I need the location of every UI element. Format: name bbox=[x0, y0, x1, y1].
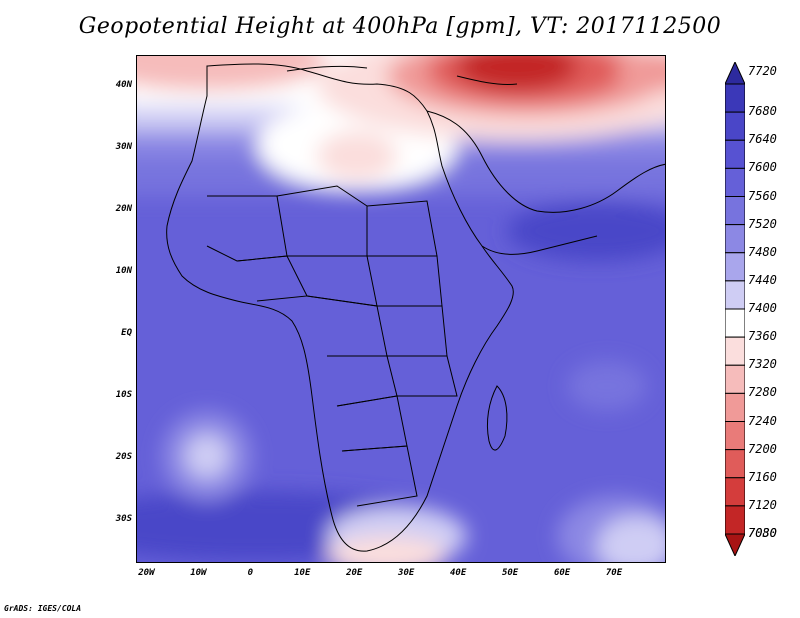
colorbar bbox=[725, 62, 745, 556]
colorbar-swatch bbox=[725, 308, 745, 338]
colorbar-label: 7240 bbox=[748, 413, 777, 428]
longitude-label: 20E bbox=[346, 568, 363, 578]
colorbar-swatch bbox=[725, 196, 745, 226]
colorbar-swatch bbox=[725, 336, 745, 366]
longitude-label: 60E bbox=[553, 568, 571, 578]
colorbar-swatch bbox=[725, 533, 745, 556]
colorbar-swatch bbox=[725, 139, 745, 169]
longitude-label: 50E bbox=[501, 568, 519, 578]
latitude-label: 10N bbox=[115, 265, 132, 276]
colorbar-swatch bbox=[725, 224, 745, 254]
latitude-label: 40N bbox=[115, 79, 132, 90]
colorbar-label: 7520 bbox=[748, 216, 777, 231]
longitude-label: 10W bbox=[190, 568, 207, 578]
latitude-label: 30S bbox=[115, 513, 132, 524]
longitude-label: 30E bbox=[398, 568, 415, 578]
colorbar-label: 7440 bbox=[748, 272, 777, 287]
map-field bbox=[137, 56, 665, 562]
colorbar-label: 7120 bbox=[748, 497, 777, 512]
colorbar-swatch bbox=[725, 421, 745, 451]
colorbar-label: 7480 bbox=[748, 244, 777, 259]
latitude-label: EQ bbox=[121, 327, 132, 338]
colorbar-label: 7400 bbox=[748, 301, 777, 315]
longitude-label: 40E bbox=[450, 568, 467, 578]
colorbar-swatch bbox=[725, 477, 745, 507]
map-title: Geopotential Height at 400hPa [gpm], VT:… bbox=[78, 14, 722, 39]
colorbar-swatch bbox=[725, 62, 745, 85]
latitude-label: 10S bbox=[115, 389, 132, 400]
longitude-label: 70E bbox=[605, 568, 623, 578]
colorbar-label: 7680 bbox=[748, 104, 777, 119]
colorbar-swatch bbox=[725, 111, 745, 141]
colorbar-swatch bbox=[725, 364, 745, 394]
colorbar-label: 7560 bbox=[748, 188, 777, 203]
colorbar-label: 7360 bbox=[748, 329, 777, 344]
longitude-label: 10E bbox=[294, 568, 311, 578]
colorbar-swatch bbox=[725, 83, 745, 113]
colorbar-label: 7600 bbox=[748, 160, 777, 175]
colorbar-label: 7030 bbox=[748, 526, 777, 540]
colorbar-swatch bbox=[725, 167, 745, 197]
colorbar-label: 7280 bbox=[748, 385, 777, 400]
longitude-label: 0 bbox=[247, 568, 254, 578]
colorbar-swatch bbox=[725, 449, 745, 479]
colorbar-label: 7720 bbox=[748, 64, 777, 78]
colorbar-label: 7640 bbox=[748, 132, 777, 147]
longitude-label: 20W bbox=[138, 568, 155, 578]
colorbar-label: 7160 bbox=[748, 469, 777, 484]
colorbar-swatch bbox=[725, 505, 745, 535]
footer-credit: GrADS: IGES/COLA bbox=[4, 604, 82, 613]
colorbar-label: 7200 bbox=[748, 441, 777, 456]
colorbar-label: 7320 bbox=[748, 357, 777, 372]
latitude-label: 20S bbox=[115, 451, 132, 462]
colorbar-label: 7080 bbox=[748, 526, 777, 540]
colorbar-swatches bbox=[725, 62, 745, 556]
latitude-label: 20N bbox=[115, 203, 132, 214]
colorbar-swatch bbox=[725, 280, 745, 310]
map-panel bbox=[136, 55, 666, 563]
latitude-label: 30N bbox=[115, 141, 132, 152]
colorbar-swatch bbox=[725, 392, 745, 422]
colorbar-swatch bbox=[725, 252, 745, 282]
